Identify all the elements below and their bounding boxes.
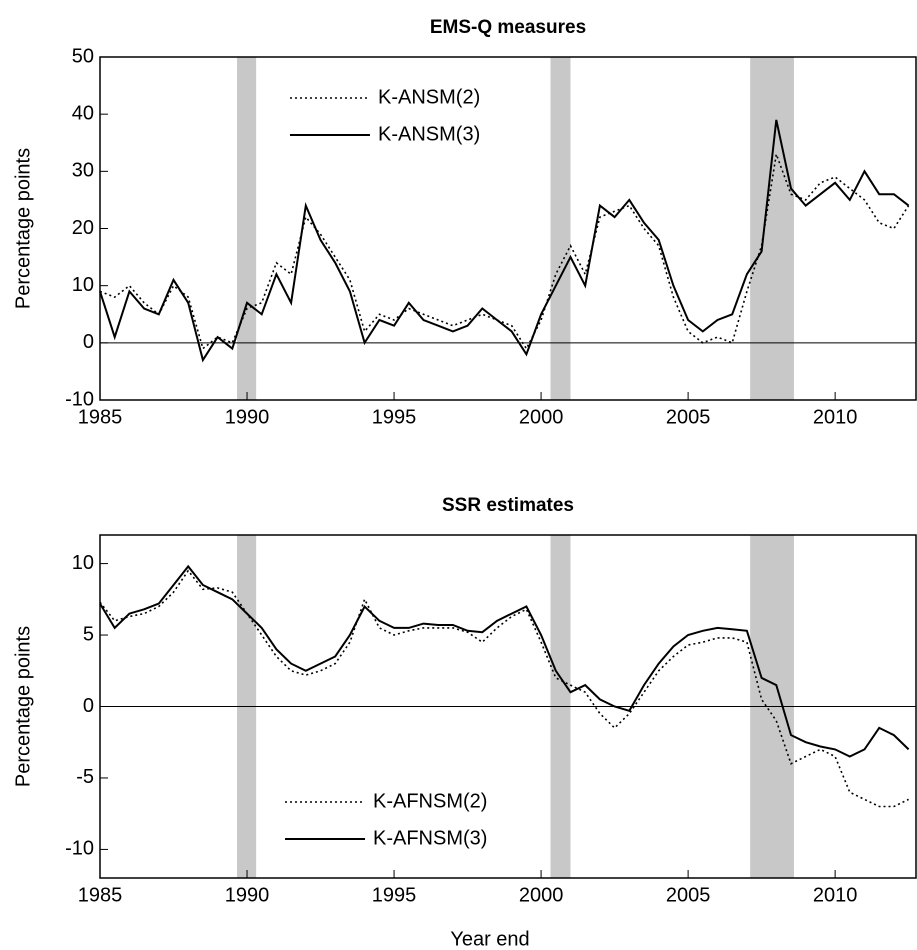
x-tick-label: 2000 (519, 406, 564, 428)
y-tick-label: -5 (76, 766, 94, 788)
y-tick-label: 10 (72, 274, 94, 296)
x-tick-label: 1985 (78, 406, 123, 428)
series-line (99, 119, 910, 363)
legend-label: K-AFNSM(2) (373, 790, 487, 812)
x-tick-label: 1985 (78, 884, 123, 906)
x-tick-label: 2010 (813, 884, 858, 906)
y-axis-label: Percentage points (12, 148, 34, 309)
x-tick-label: 1990 (225, 884, 270, 906)
x-tick-label: 1995 (372, 884, 417, 906)
y-tick-label: 0 (83, 695, 94, 717)
y-tick-label: 30 (72, 160, 94, 182)
series-line (99, 151, 910, 351)
y-tick-label: 5 (83, 623, 94, 645)
chart-title: EMS-Q measures (430, 17, 586, 38)
series-line (99, 564, 910, 758)
x-tick-label: 1990 (225, 406, 270, 428)
y-tick-label: -10 (65, 838, 94, 860)
x-tick-label: 2005 (666, 884, 711, 906)
y-tick-label: 10 (72, 552, 94, 574)
y-tick-label: -10 (65, 388, 94, 410)
shaded-region (550, 57, 571, 400)
y-tick-label: 40 (72, 102, 94, 124)
x-tick-label: 2000 (519, 884, 564, 906)
x-tick-label: 1995 (372, 406, 417, 428)
shaded-region (237, 57, 257, 400)
x-tick-label: 2005 (666, 406, 711, 428)
y-tick-label: 20 (72, 217, 94, 239)
y-tick-label: 50 (72, 45, 94, 67)
y-tick-label: 0 (83, 331, 94, 353)
legend-label: K-ANSM(2) (378, 86, 480, 108)
series-line (99, 569, 909, 808)
chart-title: SSR estimates (442, 495, 574, 516)
legend-label: K-AFNSM(3) (373, 827, 487, 849)
x-tick-label: 2010 (813, 406, 858, 428)
legend-label: K-ANSM(3) (378, 123, 480, 145)
y-axis-label: Percentage points (12, 626, 34, 787)
x-axis-label: Year end (450, 928, 529, 950)
shaded-region (750, 57, 794, 400)
